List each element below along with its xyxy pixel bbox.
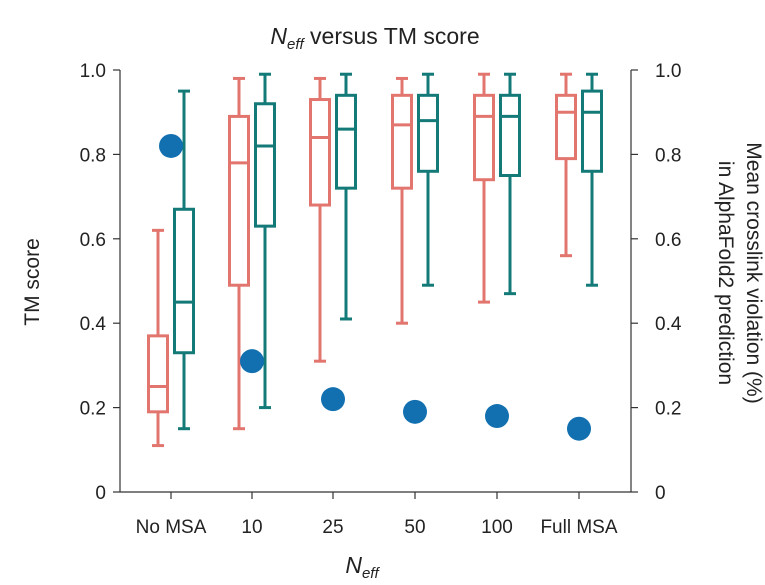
box-iqr <box>147 334 169 414</box>
chart-title: Neff versus TM score <box>270 23 479 53</box>
box-iqr <box>417 93 439 173</box>
box-iqr <box>254 102 276 228</box>
y2-axis-label-line2: in AlphaFold2 prediction <box>714 161 737 385</box>
scatter-point <box>485 404 509 429</box>
plot-area: 0 0.2 0.4 0.6 0.8 1.0 0 0.2 0.4 0.6 0.8 1.0 No MSA 10… <box>80 61 682 538</box>
x-axis-label-main: N <box>345 552 362 578</box>
y2-axis-label: Mean crosslink violation (%) in AlphaFol… <box>714 142 765 403</box>
y-axis-label: TM score <box>21 238 44 326</box>
y2-tick-label: 0.4 <box>655 314 682 335</box>
y2-axis-label-line1: Mean crosslink violation (%) <box>742 142 765 403</box>
x-tick-label: 50 <box>404 517 425 538</box>
y-tick-label: 0.4 <box>80 314 107 335</box>
y2-tick-label: 0.2 <box>655 399 681 420</box>
scatter-point <box>159 133 183 158</box>
box-iqr <box>581 89 603 173</box>
scatter-point <box>567 416 591 441</box>
box-iqr <box>473 93 495 182</box>
y-tick-label: 0.2 <box>80 399 106 420</box>
y-tick-label: 0.6 <box>80 230 106 251</box>
y-tick-label: 0 <box>95 483 106 504</box>
chart-title-rest: versus TM score <box>304 23 480 49</box>
y2-tick-label: 1.0 <box>655 61 681 82</box>
x-axis-label: Neff <box>345 552 380 582</box>
scatter-point <box>240 349 264 374</box>
x-tick-label: 25 <box>322 517 343 538</box>
y2-tick-label: 0 <box>655 483 666 504</box>
scatter-point <box>403 399 427 424</box>
box-iqr <box>391 93 413 190</box>
x-tick-label: No MSA <box>136 517 207 538</box>
chart-title-main: N <box>270 23 287 49</box>
box-iqr <box>335 93 357 190</box>
x-tick-label: 100 <box>481 517 513 538</box>
box-iqr <box>173 207 195 355</box>
y2-tick-label: 0.6 <box>655 230 681 251</box>
y-tick-label: 0.8 <box>80 145 106 166</box>
box-iqr <box>309 98 331 207</box>
box-iqr <box>499 93 521 177</box>
x-axis-label-sub: eff <box>362 565 381 582</box>
chart-title-sub: eff <box>287 36 306 53</box>
scatter-point <box>321 387 345 412</box>
x-tick-label: Full MSA <box>540 517 617 538</box>
box-iqr <box>555 93 577 161</box>
y-tick-label: 1.0 <box>80 61 106 82</box>
box-iqr <box>228 114 250 287</box>
y2-tick-label: 0.8 <box>655 145 681 166</box>
x-tick-label: 10 <box>241 517 262 538</box>
